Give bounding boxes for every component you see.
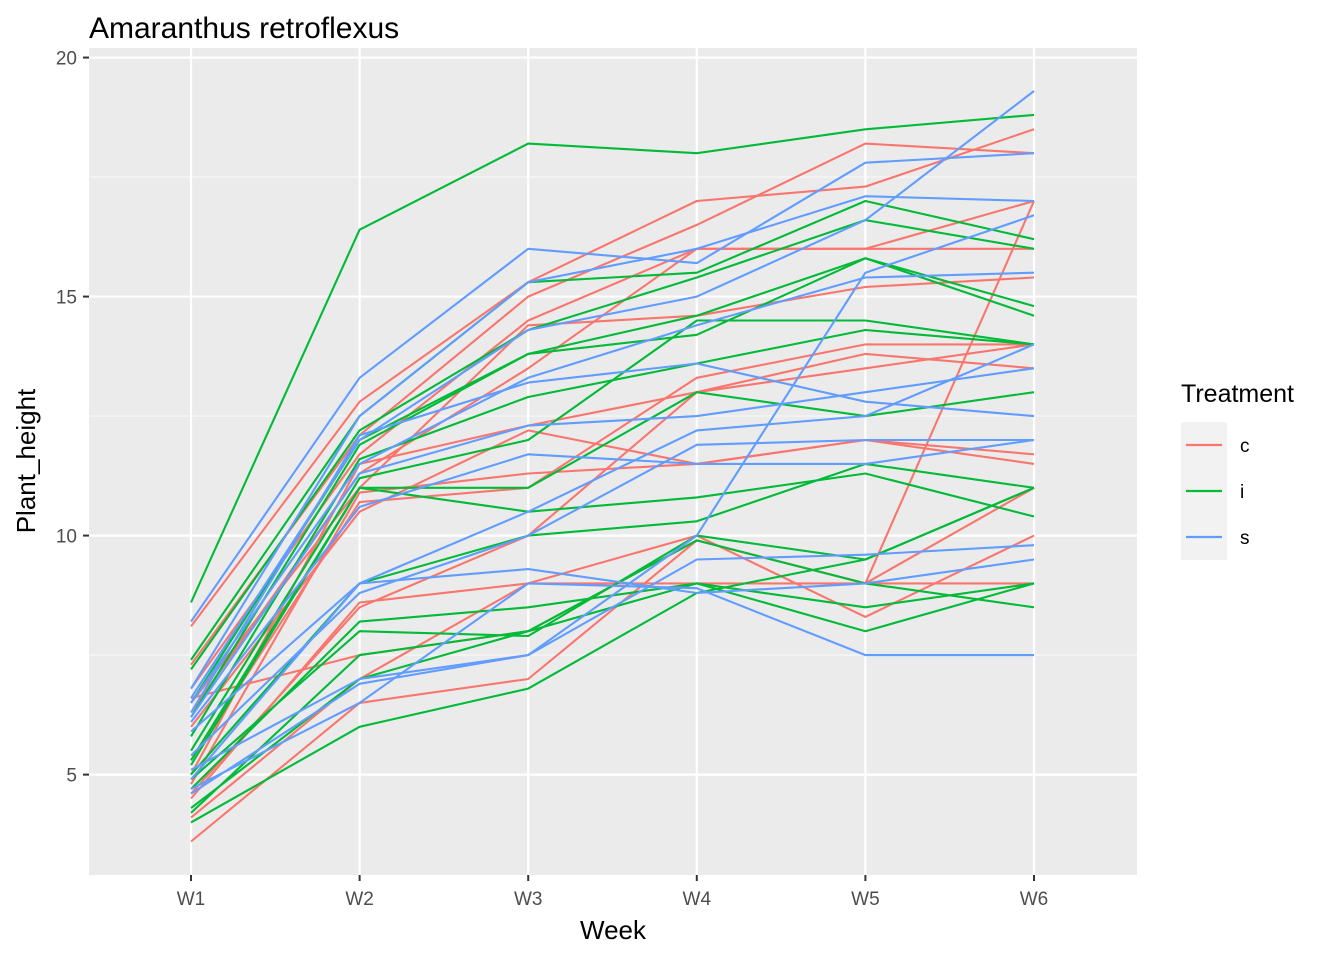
chart-title: Amaranthus retroflexus [89, 12, 399, 45]
series-line-c [190, 200, 1035, 800]
x-tick-label: W5 [851, 889, 880, 910]
series-line-s [190, 558, 1035, 781]
y-tick-label: 10 [56, 527, 77, 548]
series-line-s [190, 214, 1035, 795]
series-line-c [190, 429, 1035, 728]
y-tick-label: 5 [66, 766, 77, 787]
y-tick-label: 20 [56, 49, 77, 70]
y-tick-label: 15 [56, 288, 77, 309]
series-line-s [190, 343, 1035, 733]
legend-label-s: s [1240, 528, 1250, 549]
x-axis-title: Week [580, 915, 647, 945]
y-axis: 5 10 15 20 [56, 49, 89, 787]
series-line-s [190, 544, 1035, 771]
y-axis-title: Plant_height [11, 388, 41, 533]
series-line-i [190, 219, 1035, 671]
legend: Treatment c i s [1181, 380, 1294, 560]
series-line-i [190, 257, 1035, 718]
series-line-i [190, 391, 1035, 766]
series-line-c [190, 142, 1035, 666]
series-line-i [190, 319, 1035, 752]
series-line-c [190, 486, 1035, 843]
series-line-c [190, 128, 1035, 628]
plot-panel [89, 48, 1137, 875]
legend-title: Treatment [1181, 380, 1294, 408]
series-lines [190, 90, 1035, 843]
x-tick-label: W2 [345, 889, 374, 910]
series-line-s [190, 438, 1035, 723]
x-tick-label: W6 [1020, 889, 1049, 910]
x-axis: W1 W2 W3 W4 W5 W6 [177, 875, 1049, 910]
series-line-s [190, 582, 1034, 790]
series-line-c [190, 343, 1035, 795]
series-line-s [190, 367, 1035, 718]
series-line-s [190, 438, 1034, 757]
x-tick-label: W1 [177, 889, 206, 910]
series-line-c [190, 247, 1034, 690]
x-tick-label: W3 [514, 889, 543, 910]
series-line-i [190, 199, 1035, 661]
x-tick-label: W4 [683, 889, 712, 910]
legend-label-i: i [1240, 482, 1244, 503]
series-line-s [190, 152, 1035, 623]
series-line-s [190, 195, 1035, 690]
series-line-i [190, 113, 1035, 603]
series-line-s [190, 271, 1035, 704]
legend-label-c: c [1240, 436, 1250, 457]
series-line-i [190, 486, 1035, 824]
series-line-c [190, 343, 1034, 761]
